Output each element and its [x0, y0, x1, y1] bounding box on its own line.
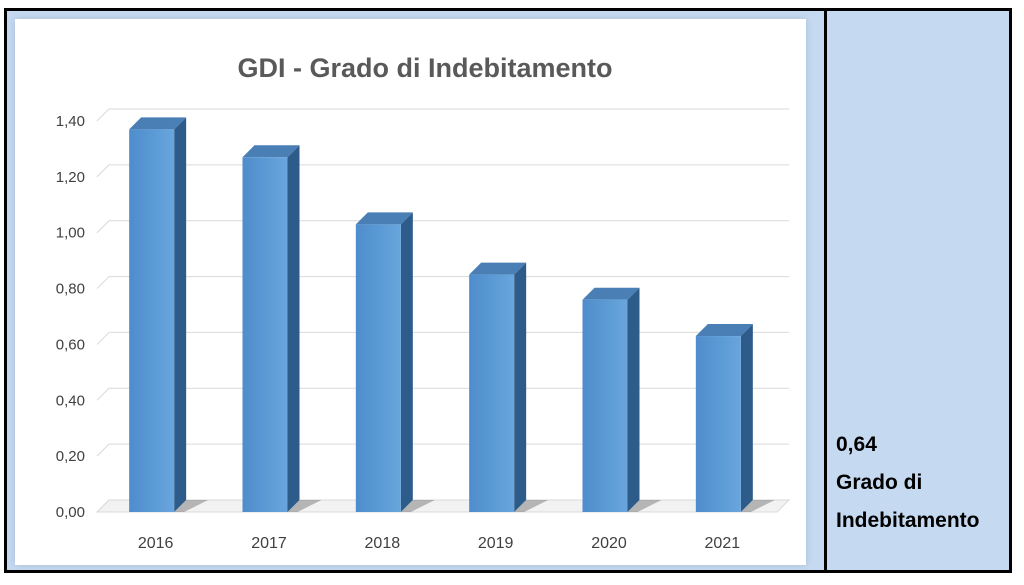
- bar-top: [129, 117, 187, 130]
- chart-area: GDI - Grado di Indebitamento 0,00 0,20 0,4…: [15, 19, 806, 565]
- x-tick-label: 2017: [251, 535, 287, 552]
- x-tick-label: 2018: [365, 535, 401, 552]
- x-tick-label: 2016: [138, 535, 174, 552]
- bar-side: [627, 287, 640, 512]
- bar-side: [400, 212, 413, 513]
- bar-front: [695, 336, 741, 512]
- bar-shadow: [174, 500, 209, 512]
- bar-shadow: [740, 500, 775, 512]
- x-tick-label: 2020: [591, 535, 627, 552]
- bar-top: [469, 262, 527, 275]
- y-tick-label: 0,00: [56, 504, 85, 521]
- x-tick-label: 2019: [478, 535, 514, 552]
- bar-top: [582, 287, 640, 300]
- y-axis-ticks: 0,00 0,20 0,40 0,60 0,80 1,00 1,20 1,40: [56, 113, 85, 521]
- grid-line-connector: [96, 387, 110, 401]
- bar-shadow: [287, 500, 322, 512]
- chart-panel: GDI - Grado di Indebitamento 0,00 0,20 0,4…: [7, 11, 824, 570]
- bar: [469, 262, 549, 512]
- panel-divider: [824, 11, 827, 570]
- bar: [695, 324, 775, 512]
- grid-line-connector: [96, 164, 110, 178]
- bar-side: [287, 145, 300, 513]
- bar-side: [174, 117, 187, 512]
- y-tick-label: 0,20: [56, 448, 85, 465]
- y-tick-label: 1,20: [56, 169, 85, 186]
- bars: [129, 117, 775, 513]
- grid-line-connector: [96, 108, 110, 122]
- bar-shadow: [514, 500, 549, 512]
- summary-value: 0,64: [836, 433, 877, 456]
- x-tick-label: 2021: [705, 535, 741, 552]
- bar-top: [355, 212, 413, 225]
- bar-front: [582, 299, 628, 512]
- bar: [582, 287, 662, 512]
- y-tick-label: 1,40: [56, 113, 85, 130]
- grid-line-connector: [96, 220, 110, 234]
- y-tick-label: 0,40: [56, 392, 85, 409]
- bar: [242, 145, 322, 513]
- summary-label-line1: Grado di: [836, 471, 923, 494]
- summary-block: 0,64 Grado di Indebitamento: [836, 426, 980, 540]
- summary-panel: 0,64 Grado di Indebitamento: [827, 11, 1009, 570]
- y-tick-label: 0,60: [56, 336, 85, 353]
- bar-shadow: [627, 500, 662, 512]
- bar: [355, 212, 435, 513]
- bar-top: [242, 145, 300, 158]
- bar-front: [355, 224, 401, 513]
- bar-shadow: [400, 500, 435, 512]
- summary-label-line2: Indebitamento: [836, 509, 980, 532]
- y-tick-label: 0,80: [56, 281, 85, 298]
- bar: [129, 117, 209, 512]
- bar-front: [129, 129, 175, 512]
- bar-front: [469, 274, 515, 512]
- gdi-bar-chart: GDI - Grado di Indebitamento 0,00 0,20 0,4…: [56, 53, 791, 552]
- grid-lines: [95, 108, 791, 513]
- grid-line-connector: [96, 443, 110, 457]
- bar-front: [242, 157, 288, 513]
- bar-side: [740, 324, 753, 512]
- bar-top: [695, 324, 753, 337]
- grid-line-connector: [96, 332, 110, 345]
- grid-line-connector: [96, 276, 110, 289]
- chart-title: GDI - Grado di Indebitamento: [237, 53, 612, 83]
- bar-side: [514, 262, 527, 512]
- x-axis-ticks: 2016 2017 2018 2019 2020 2021: [138, 535, 740, 552]
- y-tick-label: 1,00: [56, 225, 85, 242]
- report-frame: GDI - Grado di Indebitamento 0,00 0,20 0,4…: [4, 8, 1012, 573]
